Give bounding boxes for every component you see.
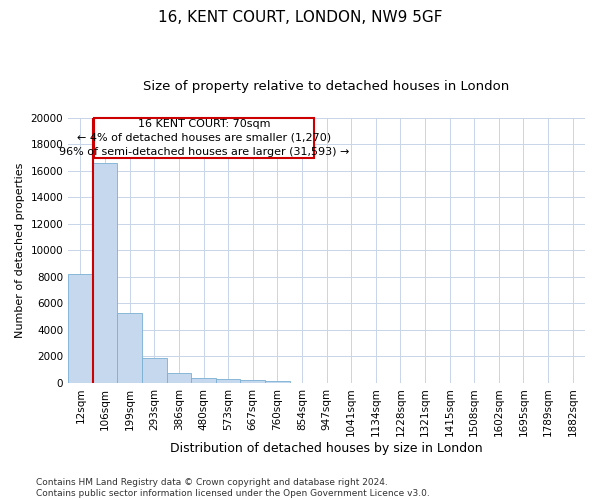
Bar	[167, 373, 191, 383]
Bar	[191, 378, 216, 383]
Bar	[241, 380, 265, 383]
Text: Contains HM Land Registry data © Crown copyright and database right 2024.
Contai: Contains HM Land Registry data © Crown c…	[36, 478, 430, 498]
Text: 16, KENT COURT, LONDON, NW9 5GF: 16, KENT COURT, LONDON, NW9 5GF	[158, 10, 442, 25]
Text: 16 KENT COURT: 70sqm
← 4% of detached houses are smaller (1,270)
96% of semi-det: 16 KENT COURT: 70sqm ← 4% of detached ho…	[59, 118, 349, 156]
Bar	[93, 163, 118, 383]
Bar	[142, 358, 167, 383]
Y-axis label: Number of detached properties: Number of detached properties	[15, 162, 25, 338]
Bar	[68, 274, 93, 383]
Bar	[118, 312, 142, 383]
Bar	[94, 118, 314, 158]
Bar	[265, 381, 290, 383]
Title: Size of property relative to detached houses in London: Size of property relative to detached ho…	[143, 80, 510, 93]
Bar	[216, 380, 241, 383]
X-axis label: Distribution of detached houses by size in London: Distribution of detached houses by size …	[170, 442, 483, 455]
